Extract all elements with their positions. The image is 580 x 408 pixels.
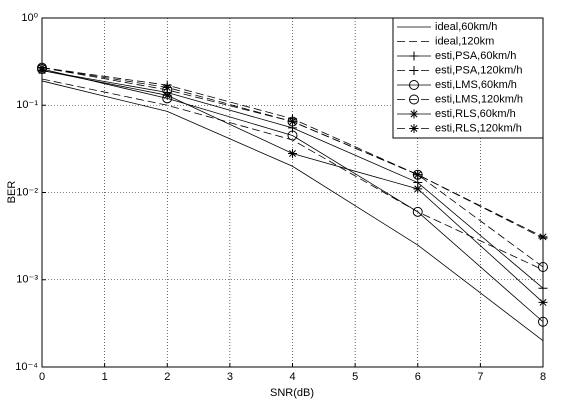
x-tick-label: 8 [540, 371, 546, 383]
legend-label: ideal,60km/h [435, 21, 497, 33]
series-line [41, 68, 544, 323]
legend-box [392, 17, 544, 139]
series-line [41, 80, 544, 342]
x-tick-label: 4 [289, 371, 295, 383]
marker [409, 51, 419, 61]
y-tick-label: 10⁻² [16, 186, 38, 198]
legend-label: esti,LMS,60km/h [435, 79, 517, 91]
marker [288, 148, 297, 158]
marker [409, 80, 419, 90]
legend: ideal,60km/h ideal,120km esti,PSA,60km/h es… [392, 17, 544, 139]
marker [538, 297, 548, 307]
marker [37, 63, 47, 73]
y-tick-label: 10⁻³ [16, 274, 38, 286]
marker [538, 232, 548, 242]
marker [287, 130, 298, 141]
legend-label: esti,RLS,120km/h [435, 122, 522, 134]
y-tick-label: 10⁻¹ [16, 99, 38, 111]
y-tick-label: 10⁰ [21, 12, 38, 24]
x-tick-label: 6 [415, 371, 421, 383]
x-tick-label: 7 [477, 371, 483, 383]
x-tick-label: 2 [164, 371, 170, 383]
x-tick-label: 0 [39, 371, 45, 383]
marker [409, 94, 419, 105]
legend-label: esti,PSA,60km/h [435, 50, 516, 62]
marker [538, 283, 548, 293]
marker [409, 124, 419, 133]
marker [162, 90, 172, 100]
y-axis-label: BER [6, 181, 18, 204]
legend-label: esti,LMS,120km/h [435, 93, 523, 105]
marker [412, 206, 423, 217]
marker [538, 316, 548, 327]
x-tick-label: 5 [352, 371, 358, 383]
x-tick-label: 1 [102, 371, 108, 383]
marker [409, 109, 419, 119]
marker [413, 170, 423, 180]
legend-label: ideal,120km [435, 35, 494, 47]
marker [538, 262, 548, 273]
marker [409, 66, 419, 75]
legend-label: esti,RLS,60km/h [435, 108, 516, 120]
marker [288, 117, 297, 127]
marker [162, 82, 172, 92]
x-tick-label: 3 [227, 371, 233, 383]
legend-label: esti,PSA,120km/h [435, 64, 522, 76]
y-tick-label: 10⁻⁴ [15, 361, 38, 373]
marker [413, 184, 423, 194]
plot-frame [41, 17, 544, 368]
x-axis-label: SNR(dB) [270, 387, 314, 399]
